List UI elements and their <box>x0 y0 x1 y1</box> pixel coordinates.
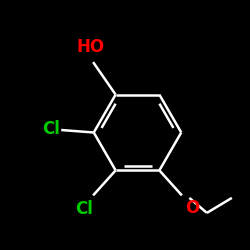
Text: O: O <box>186 199 200 217</box>
Text: HO: HO <box>76 38 105 56</box>
Text: Cl: Cl <box>42 120 60 138</box>
Text: Cl: Cl <box>75 200 93 218</box>
